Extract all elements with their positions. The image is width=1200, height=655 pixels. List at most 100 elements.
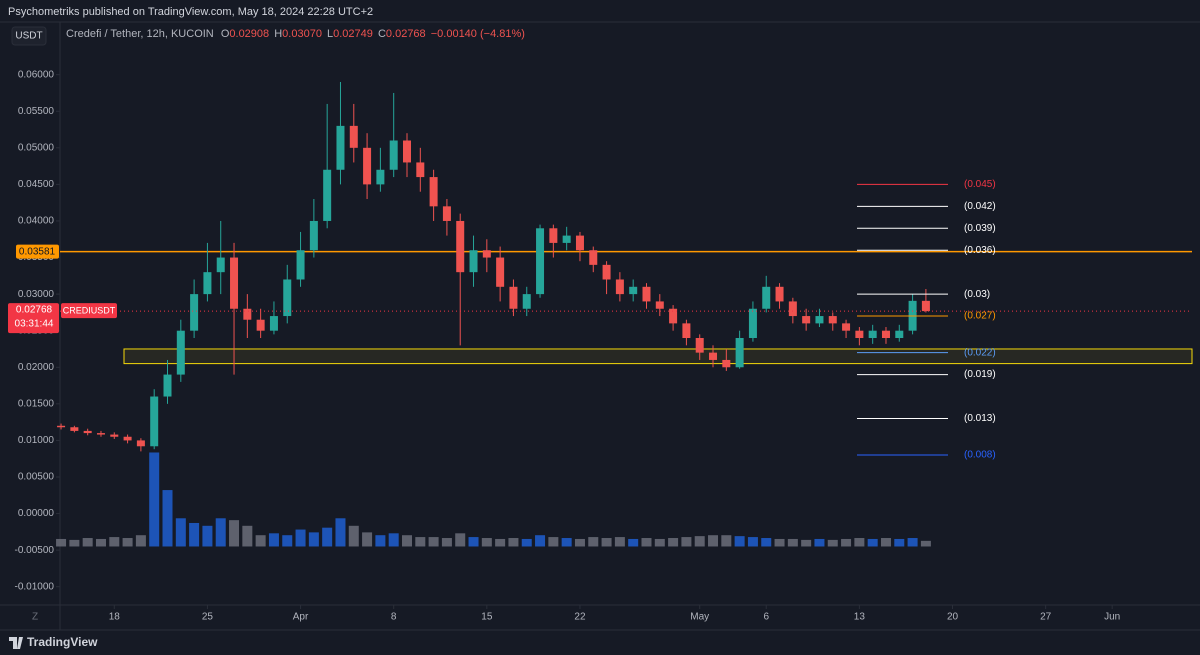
y-tick-label: 0.02000 bbox=[18, 362, 55, 373]
y-tick-label: 0.04500 bbox=[18, 179, 55, 190]
volume-bar bbox=[694, 536, 705, 547]
volume-bar bbox=[375, 535, 386, 547]
volume-bar bbox=[814, 538, 825, 547]
level-label: (0.036) bbox=[964, 245, 996, 256]
volume-bar bbox=[548, 537, 559, 547]
volume-bar bbox=[335, 518, 346, 547]
y-tick-label: 0.05000 bbox=[18, 142, 55, 153]
candle-body bbox=[642, 286, 651, 302]
candle-body bbox=[895, 330, 904, 339]
countdown: 03:31:44 bbox=[15, 319, 54, 330]
volume-bar bbox=[734, 536, 745, 547]
volume-bar bbox=[654, 538, 665, 547]
candle-body bbox=[190, 294, 199, 331]
volume-bar bbox=[495, 538, 506, 547]
volume-bar bbox=[920, 540, 931, 547]
c-value: 0.02768 bbox=[386, 28, 426, 40]
x-tick-label: 22 bbox=[574, 612, 586, 623]
candle-body bbox=[283, 279, 292, 317]
level-label: (0.019) bbox=[964, 369, 996, 380]
candle-body bbox=[176, 330, 185, 375]
candle-body bbox=[482, 250, 491, 258]
currency[interactable]: USDT bbox=[15, 31, 42, 42]
candle-body bbox=[363, 147, 372, 185]
volume-bar bbox=[708, 535, 719, 547]
candle-body bbox=[629, 286, 638, 295]
candle-body bbox=[762, 286, 771, 309]
candle-body bbox=[256, 319, 265, 331]
candle-body bbox=[296, 250, 305, 280]
candle-body bbox=[802, 316, 811, 324]
x-tick-label: 8 bbox=[391, 612, 397, 623]
volume-bar bbox=[481, 538, 492, 547]
candle-body bbox=[589, 250, 598, 265]
candle-body bbox=[615, 279, 624, 295]
volume-bar bbox=[880, 538, 891, 547]
volume-bar bbox=[189, 522, 200, 547]
symbol-tag bbox=[61, 303, 117, 319]
candle-body bbox=[562, 235, 571, 243]
volume-bar bbox=[441, 538, 452, 547]
o-value: 0.02908 bbox=[229, 28, 269, 40]
volume-bar bbox=[747, 537, 758, 547]
volume-bar bbox=[468, 537, 479, 547]
x-tick-label: 27 bbox=[1040, 612, 1052, 623]
candle-body bbox=[549, 228, 558, 243]
candle-body bbox=[469, 250, 478, 273]
candle-body bbox=[855, 330, 864, 339]
candle-body bbox=[868, 330, 877, 339]
y-tick-label: -0.01000 bbox=[15, 581, 55, 592]
volume-bar bbox=[574, 538, 585, 547]
volume-bar bbox=[135, 535, 146, 547]
currency-box[interactable] bbox=[11, 26, 47, 46]
resistance-tag bbox=[16, 244, 59, 259]
volume-bar bbox=[628, 538, 639, 547]
x-tick-label: 25 bbox=[202, 612, 214, 623]
candle-body bbox=[216, 257, 225, 273]
candle-body bbox=[83, 430, 92, 434]
y-tick-label: 0.01500 bbox=[18, 398, 55, 409]
x-tick-label: 15 bbox=[481, 612, 493, 623]
candle-body bbox=[243, 308, 252, 320]
candle-body bbox=[722, 359, 731, 368]
volume-bar bbox=[521, 538, 532, 547]
y-tick-label: 0.06000 bbox=[18, 69, 55, 80]
level-label: (0.013) bbox=[964, 413, 996, 424]
candle-body bbox=[70, 427, 79, 431]
volume-bar bbox=[82, 538, 93, 547]
zoom-button[interactable]: Z bbox=[32, 612, 38, 623]
candle-body bbox=[575, 235, 584, 251]
volume-bar bbox=[907, 538, 918, 547]
volume-bar bbox=[561, 538, 572, 547]
volume-bar bbox=[827, 539, 838, 547]
candle-body bbox=[509, 286, 518, 309]
resistance-label: 0.03581 bbox=[19, 246, 56, 257]
volume-bar bbox=[588, 537, 599, 547]
volume-bar bbox=[428, 537, 439, 547]
volume-bar bbox=[56, 538, 67, 547]
volume-bar bbox=[268, 533, 279, 547]
volume-bar bbox=[122, 538, 133, 547]
volume-bar bbox=[801, 539, 812, 547]
candle-body bbox=[402, 140, 411, 163]
symbol-label: CREDIUSDT bbox=[63, 305, 116, 315]
candle-body bbox=[349, 125, 358, 148]
candle-body bbox=[735, 338, 744, 368]
volume-bar bbox=[681, 537, 692, 547]
candle-body bbox=[96, 433, 105, 435]
h-label: H bbox=[274, 28, 282, 40]
y-tick-label: 0.00000 bbox=[18, 508, 55, 519]
candle-body bbox=[110, 434, 119, 437]
volume-bar bbox=[508, 538, 519, 547]
support-zone bbox=[123, 348, 1193, 365]
x-tick-label: 18 bbox=[109, 612, 121, 623]
candle-body bbox=[842, 323, 851, 331]
candle-body bbox=[456, 220, 465, 273]
candle-body bbox=[163, 374, 172, 397]
candle-body bbox=[921, 300, 930, 312]
candle-body bbox=[775, 286, 784, 302]
candle-body bbox=[429, 177, 438, 207]
candle-body bbox=[442, 206, 451, 221]
